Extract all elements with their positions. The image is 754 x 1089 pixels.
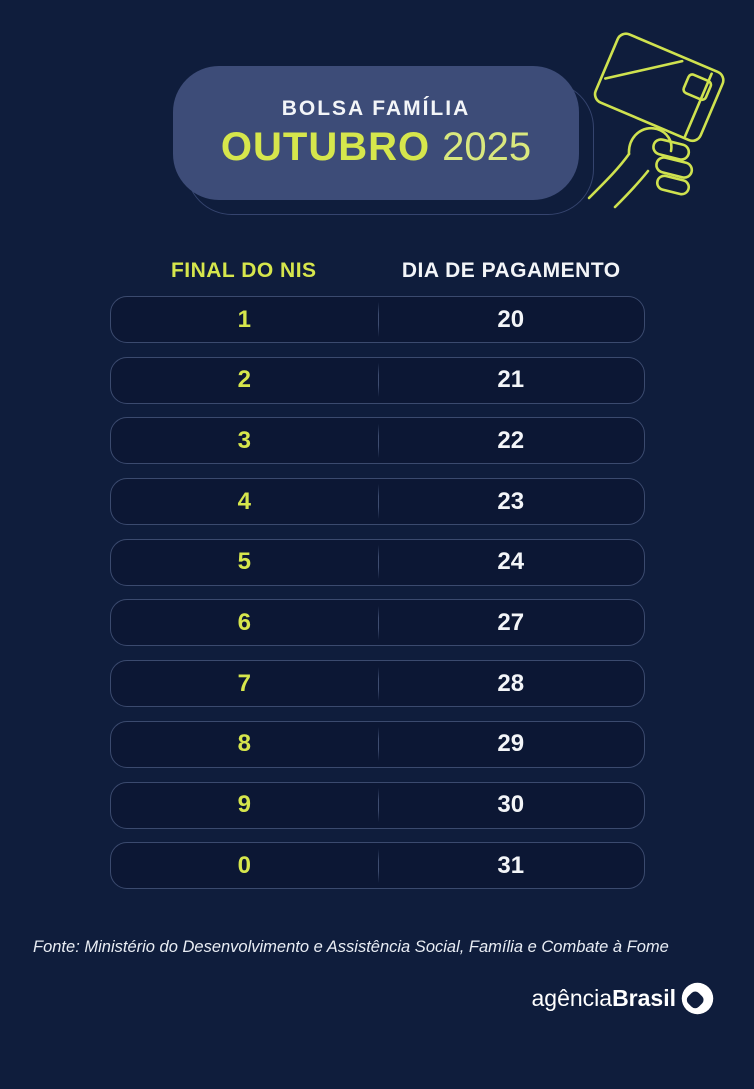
program-title: BOLSA FAMÍLIA <box>281 96 471 120</box>
nis-digit-cell: 1 <box>237 305 251 333</box>
payment-day-cell: 30 <box>497 791 525 818</box>
payment-table: 1 20 2 21 3 22 4 23 5 24 <box>110 296 645 890</box>
source-note: Fonte: Ministério do Desenvolvimento e A… <box>33 938 669 956</box>
agencia-brasil-logo: agênciaBrasil <box>531 980 716 1017</box>
table-row: 7 28 <box>110 660 645 708</box>
table-row: 0 31 <box>110 842 645 890</box>
nis-digit-cell: 2 <box>237 366 251 394</box>
hand-holding-card-icon <box>587 32 725 209</box>
column-header-day: DIA DE PAGAMENTO <box>401 259 621 282</box>
table-row: 9 30 <box>110 781 645 829</box>
payment-day-cell: 24 <box>497 548 525 576</box>
nis-digit-cell: 0 <box>237 851 251 879</box>
year-label: 2025 <box>442 124 532 169</box>
table-row: 2 21 <box>110 356 645 404</box>
nis-digit-cell: 7 <box>237 669 251 697</box>
nis-digit-cell: 6 <box>237 608 251 636</box>
payment-day-cell: 29 <box>497 730 525 758</box>
payment-day-cell: 23 <box>497 487 525 515</box>
table-row: 5 24 <box>110 538 645 586</box>
nis-digit-cell: 4 <box>237 487 251 515</box>
month-label: OUTUBRO <box>220 124 431 169</box>
table-row: 4 23 <box>110 478 645 526</box>
payment-day-cell: 20 <box>497 305 525 333</box>
payment-day-cell: 22 <box>497 426 525 454</box>
nis-digit-cell: 8 <box>237 730 251 758</box>
nis-digit-cell: 3 <box>237 426 251 454</box>
logo-text-agencia: agência <box>531 985 613 1011</box>
payment-day-cell: 28 <box>497 669 525 697</box>
agencia-brasil-logo-icon <box>681 982 714 1015</box>
payment-day-cell: 21 <box>497 366 525 394</box>
payment-day-cell: 27 <box>497 608 525 636</box>
logo-text-brasil: Brasil <box>612 985 676 1011</box>
agencia-brasil-logo-text: agênciaBrasil <box>531 985 676 1012</box>
table-column-headers: FINAL DO NIS DIA DE PAGAMENTO <box>110 256 645 286</box>
column-header-nis: FINAL DO NIS <box>170 259 317 282</box>
table-row: 1 20 <box>110 296 645 343</box>
table-row: 3 22 <box>110 417 645 465</box>
table-row: 8 29 <box>110 720 645 768</box>
month-year-line: OUTUBRO 2025 <box>221 125 531 170</box>
header-card: BOLSA FAMÍLIA OUTUBRO 2025 <box>173 66 579 200</box>
table-row: 6 27 <box>110 599 645 647</box>
nis-digit-cell: 5 <box>237 548 251 576</box>
nis-digit-cell: 9 <box>237 791 251 818</box>
payment-day-cell: 31 <box>497 851 525 879</box>
